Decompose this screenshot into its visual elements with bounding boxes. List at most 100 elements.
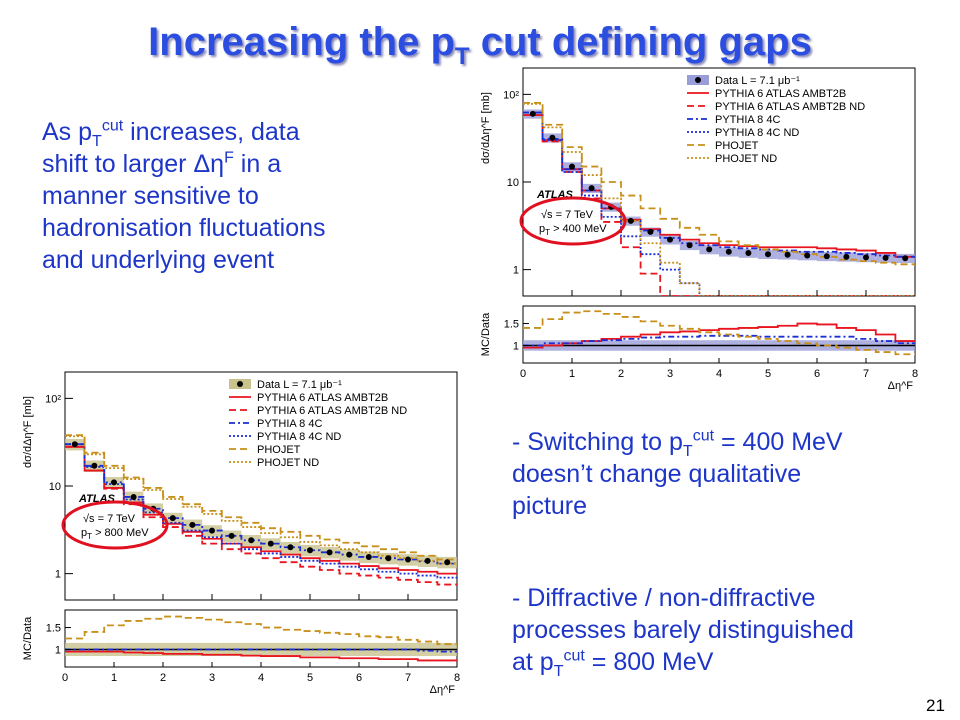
ratio-plot-area	[523, 310, 915, 356]
highlight-ellipse	[61, 500, 169, 550]
data-point	[667, 236, 673, 243]
ratio-series-line	[65, 650, 457, 662]
page-number: 21	[926, 696, 945, 715]
legend-label: PHOJET ND	[715, 153, 777, 165]
x-tick-label: 0	[520, 368, 526, 380]
data-point	[444, 559, 451, 566]
data-point	[385, 555, 392, 562]
series-line	[523, 102, 915, 296]
legend-label: Data L = 7.1 μb⁻¹	[257, 379, 342, 391]
energy-label: √s = 7 TeV	[541, 209, 594, 221]
data-point	[549, 134, 556, 141]
main-plot-area	[65, 434, 457, 586]
x-tick-label: 0	[62, 672, 68, 684]
data-point	[725, 248, 732, 255]
plot-400mev: 0 1 2 3 4 5 6 7 8 1 10 10² 1 1.5 dσ/dΔη^F [mb] MC/Data Δ…	[480, 67, 918, 392]
y-tick-label: 10²	[503, 89, 519, 101]
ratio-series-line	[65, 615, 457, 646]
data-point	[745, 249, 752, 256]
data-point	[169, 515, 176, 522]
legend-label: PYTHIA 8 4C	[257, 418, 322, 430]
legend-label: PHOJET ND	[257, 457, 319, 469]
data-point	[902, 255, 909, 262]
ratio-series-line	[65, 648, 457, 653]
data-point	[130, 493, 137, 500]
data-point	[765, 251, 771, 258]
series-line	[523, 101, 915, 266]
legend-label: PYTHIA 8 4C	[715, 114, 780, 126]
y-axis-label: dσ/dΔη^F [mb]	[480, 92, 492, 164]
data-point	[405, 556, 411, 563]
data-point	[71, 441, 78, 448]
cut-label: pT > 400 MeV	[539, 223, 607, 237]
legend-label: PYTHIA 6 ATLAS AMBT2B	[257, 392, 388, 404]
x-tick-label: 7	[405, 672, 411, 684]
data-point	[267, 540, 274, 547]
y-tick-label: 10	[49, 481, 61, 493]
y-tick-label: 1	[513, 265, 519, 277]
x-tick-label: 4	[258, 672, 264, 684]
main-plot-area	[523, 101, 915, 296]
data-point	[686, 242, 693, 249]
data-point	[365, 553, 372, 560]
x-tick-label: 2	[160, 672, 166, 684]
x-tick-label: 4	[716, 368, 722, 380]
cut-label: pT > 800 MeV	[81, 527, 149, 541]
text-block-400mev: - Switching to pTcut = 400 MeV doesn’t c…	[512, 427, 843, 520]
x-axis-label: Δη^F	[888, 380, 914, 392]
data-point	[248, 537, 255, 544]
y-tick-label: 10²	[45, 393, 61, 405]
x-tick-label: 8	[454, 672, 460, 684]
ratio-y-tick-label: 1.5	[504, 319, 519, 331]
x-tick-label: 6	[356, 672, 362, 684]
data-point	[424, 557, 431, 564]
x-tick-label: 6	[814, 368, 820, 380]
y-tick-label: 1	[55, 569, 61, 581]
ratio-panel-frame	[64, 609, 458, 668]
legend-label: PYTHIA 8 4C ND	[715, 127, 799, 139]
text-block-pt-increase: As pTcut increases, data shift to larger…	[42, 117, 326, 274]
x-tick-label: 7	[863, 368, 869, 380]
data-point	[209, 527, 215, 534]
data-point	[307, 547, 313, 554]
data-point	[647, 228, 654, 235]
legend-marker	[695, 77, 701, 83]
data-point	[882, 254, 889, 261]
data-point	[863, 254, 869, 261]
legend-label: PYTHIA 6 ATLAS AMBT2B ND	[257, 405, 407, 417]
plot-800mev: 0 1 2 3 4 5 6 7 8 1 10 10² 1 1.5 dσ/dΔη^F [mb] MC/Data Δ…	[22, 371, 460, 696]
data-point	[569, 163, 575, 170]
ratio-series-line	[523, 310, 915, 356]
data-point	[326, 549, 333, 556]
legend-label: PHOJET	[715, 140, 759, 152]
ratio-y-tick-label: 1	[513, 340, 519, 352]
series-line	[65, 434, 457, 561]
legend-label: Data L = 7.1 μb⁻¹	[715, 75, 800, 87]
legend-label: PYTHIA 8 4C ND	[257, 431, 341, 443]
x-tick-label: 8	[912, 368, 918, 380]
legend-label: PHOJET	[257, 444, 301, 456]
legend-label: PYTHIA 6 ATLAS AMBT2B ND	[715, 101, 865, 113]
x-axis-label: Δη^F	[430, 684, 456, 696]
data-point	[529, 110, 536, 117]
data-point	[706, 246, 713, 253]
x-tick-label: 1	[569, 368, 575, 380]
data-point	[843, 253, 850, 260]
data-point	[784, 251, 791, 258]
ratio-series-line	[523, 334, 915, 347]
data-point	[189, 521, 196, 528]
data-point	[346, 551, 353, 558]
data-point	[823, 253, 830, 260]
energy-label: √s = 7 TeV	[83, 513, 136, 525]
y-tick-label: 10	[507, 177, 519, 189]
x-tick-label: 2	[618, 368, 624, 380]
x-tick-label: 5	[765, 368, 771, 380]
x-tick-label: 1	[111, 672, 117, 684]
data-point	[91, 462, 98, 469]
ratio-axis-label: MC/Data	[22, 616, 34, 660]
x-tick-label: 3	[209, 672, 215, 684]
highlight-ellipse	[519, 196, 627, 246]
data-point	[111, 479, 117, 486]
x-tick-label: 5	[307, 672, 313, 684]
data-point	[287, 544, 294, 551]
